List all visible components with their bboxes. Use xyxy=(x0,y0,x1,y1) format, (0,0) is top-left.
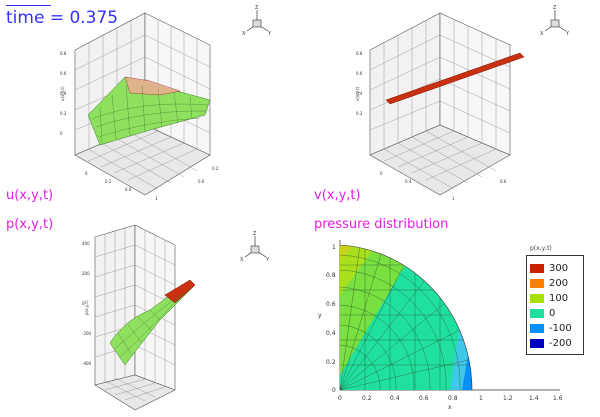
svg-text:0.4: 0.4 xyxy=(390,395,400,402)
svg-text:Y: Y xyxy=(267,31,272,37)
legend-swatch xyxy=(530,264,544,273)
svg-text:Z: Z xyxy=(253,231,257,237)
svg-text:0.8: 0.8 xyxy=(448,395,458,402)
svg-text:1: 1 xyxy=(155,196,158,201)
time-label: time = 0.375 xyxy=(6,8,119,28)
svg-text:u(x,y,t): u(x,y,t) xyxy=(60,86,65,101)
svg-text:y: y xyxy=(318,312,322,319)
svg-text:0.6: 0.6 xyxy=(356,71,363,76)
svg-text:1: 1 xyxy=(479,395,483,402)
svg-text:0.8: 0.8 xyxy=(356,51,363,56)
svg-text:1: 1 xyxy=(452,196,455,201)
svg-text:p(x,y,t): p(x,y,t) xyxy=(84,300,89,315)
svg-text:400: 400 xyxy=(82,241,90,246)
legend-value: 100 xyxy=(549,293,569,304)
p-3d-plot: 400 200 0 -200 -400 p(x,y,t) xyxy=(82,225,196,411)
svg-text:0.8: 0.8 xyxy=(326,272,336,279)
svg-text:Z: Z xyxy=(553,5,557,11)
svg-text:0.2: 0.2 xyxy=(362,395,372,402)
axis-triad-icon: Z X Y xyxy=(242,5,272,37)
svg-text:-200: -200 xyxy=(82,331,92,336)
svg-text:0: 0 xyxy=(332,387,336,394)
legend-value: 300 xyxy=(549,263,569,274)
svg-text:Y: Y xyxy=(265,257,270,263)
legend-value: -200 xyxy=(549,338,572,349)
svg-text:Z: Z xyxy=(255,5,259,11)
svg-text:1.6: 1.6 xyxy=(553,395,563,402)
svg-text:0.6: 0.6 xyxy=(60,71,67,76)
svg-text:X: X xyxy=(540,31,544,37)
svg-text:X: X xyxy=(240,257,244,263)
svg-text:200: 200 xyxy=(82,271,90,276)
svg-text:0: 0 xyxy=(85,171,88,176)
u-plot-panel[interactable]: 0.8 0.6 0.4 0.2 0 u(x,y,t) 0 0.2 0.6 1 0.6 0.… xyxy=(30,5,280,205)
legend-swatch xyxy=(530,279,544,288)
svg-text:0.6: 0.6 xyxy=(198,179,205,184)
pressure-plot-label: pressure distribution xyxy=(314,217,449,232)
svg-text:X: X xyxy=(242,31,246,37)
svg-text:1.4: 1.4 xyxy=(529,395,539,402)
svg-text:0.4: 0.4 xyxy=(356,91,363,96)
p-plot-label: p(x,y,t) xyxy=(6,217,54,232)
v-3d-plot: 0.8 0.6 0.4 0.2 v(x,y,t) 0 0.4 1 0.6 xyxy=(355,12,525,201)
svg-text:1.2: 1.2 xyxy=(503,395,513,402)
svg-text:0.4: 0.4 xyxy=(405,179,412,184)
legend-swatch xyxy=(530,309,544,318)
svg-text:0.6: 0.6 xyxy=(500,179,507,184)
u-3d-plot: 0.8 0.6 0.4 0.2 0 u(x,y,t) 0 0.2 0.6 1 0.6 0.… xyxy=(60,12,219,201)
svg-text:0.2: 0.2 xyxy=(212,166,219,171)
svg-text:0: 0 xyxy=(60,131,63,136)
axis-triad-icon: Z X Y xyxy=(240,231,270,263)
svg-text:0.8: 0.8 xyxy=(60,51,67,56)
svg-text:0.2: 0.2 xyxy=(356,111,363,116)
svg-text:0.6: 0.6 xyxy=(326,301,336,308)
svg-text:v(x,y,t): v(x,y,t) xyxy=(355,86,360,101)
legend-value: -100 xyxy=(549,323,572,334)
svg-text:Y: Y xyxy=(565,31,570,37)
svg-text:x: x xyxy=(448,404,452,411)
legend-swatch xyxy=(530,294,544,303)
svg-text:0.6: 0.6 xyxy=(419,395,429,402)
svg-text:0.2: 0.2 xyxy=(105,179,112,184)
p-plot-panel[interactable]: 400 200 0 -200 -400 p(x,y,t) xyxy=(80,225,240,415)
svg-text:0: 0 xyxy=(380,171,383,176)
svg-text:1: 1 xyxy=(332,244,336,251)
pressure-plot-panel[interactable]: 0 0.2 0.4 0.6 0.8 1 1.2 1.4 1.6 x 0 0.2 … xyxy=(310,235,570,417)
svg-text:0.6: 0.6 xyxy=(125,187,132,192)
legend-swatch xyxy=(530,339,544,348)
svg-text:0.2: 0.2 xyxy=(326,359,336,366)
svg-text:-400: -400 xyxy=(82,361,92,366)
v-plot-label: v(x,y,t) xyxy=(314,188,361,203)
svg-text:0.2: 0.2 xyxy=(60,111,67,116)
legend-title: p(x,y,t) xyxy=(530,245,552,252)
svg-text:0.4: 0.4 xyxy=(326,330,336,337)
legend-value: 0 xyxy=(549,308,556,319)
legend-value: 200 xyxy=(549,278,569,289)
axis-triad-icon: Z X Y xyxy=(540,5,570,37)
pressure-contour-plot: 0 0.2 0.4 0.6 0.8 1 1.2 1.4 1.6 x 0 0.2 … xyxy=(318,240,563,411)
pressure-legend: 300 200 100 0 -100 -200 xyxy=(526,255,584,355)
svg-text:0.4: 0.4 xyxy=(60,91,67,96)
time-overline xyxy=(6,5,51,6)
u-plot-label: u(x,y,t) xyxy=(6,188,54,203)
svg-text:0: 0 xyxy=(338,395,342,402)
legend-swatch xyxy=(530,324,544,333)
svg-text:0: 0 xyxy=(82,301,85,306)
v-plot-panel[interactable]: 0.8 0.6 0.4 0.2 v(x,y,t) 0 0.4 1 0.6 xyxy=(330,5,580,205)
